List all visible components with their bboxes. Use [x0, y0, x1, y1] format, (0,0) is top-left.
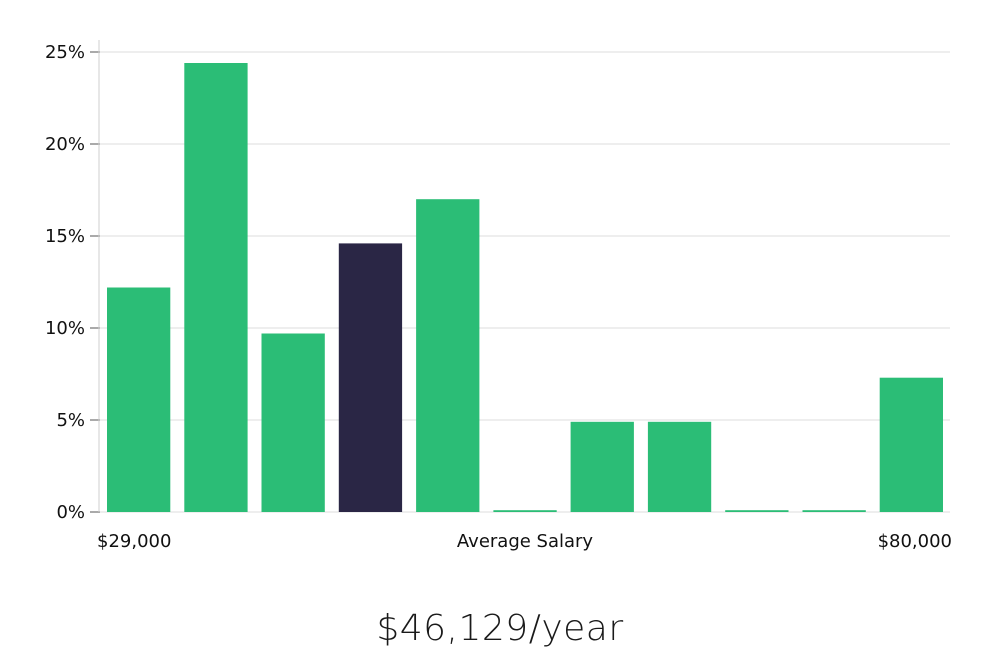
y-axis-ticks: 0% 5% 10% 15% 20% 25% — [45, 42, 100, 523]
salary-histogram: 0%5%10%15%20%25% $29,000 Average Salary … — [45, 40, 952, 552]
y-tick-label: 15% — [45, 226, 85, 247]
y-tick-label: 20% — [45, 134, 85, 155]
bar — [416, 199, 480, 512]
bar — [261, 333, 325, 512]
y-tick-label: 0% — [56, 502, 85, 523]
x-max-label: $80,000 — [878, 531, 952, 552]
bar — [879, 377, 943, 512]
x-axis-title: Average Salary — [457, 531, 594, 552]
bars — [107, 63, 943, 512]
x-min-label: $29,000 — [97, 531, 171, 552]
average-salary-headline: $46,129/year — [376, 608, 624, 649]
bar — [107, 287, 171, 512]
bar — [725, 510, 789, 512]
bar — [570, 421, 634, 512]
bar — [493, 510, 557, 512]
bar — [647, 421, 712, 512]
bar — [802, 510, 866, 512]
bar — [184, 63, 248, 512]
y-tick-label: 5% — [56, 410, 85, 431]
y-tick-label: 10% — [45, 318, 85, 339]
bar-highlighted — [338, 243, 403, 512]
y-tick-label: 25% — [45, 42, 85, 63]
